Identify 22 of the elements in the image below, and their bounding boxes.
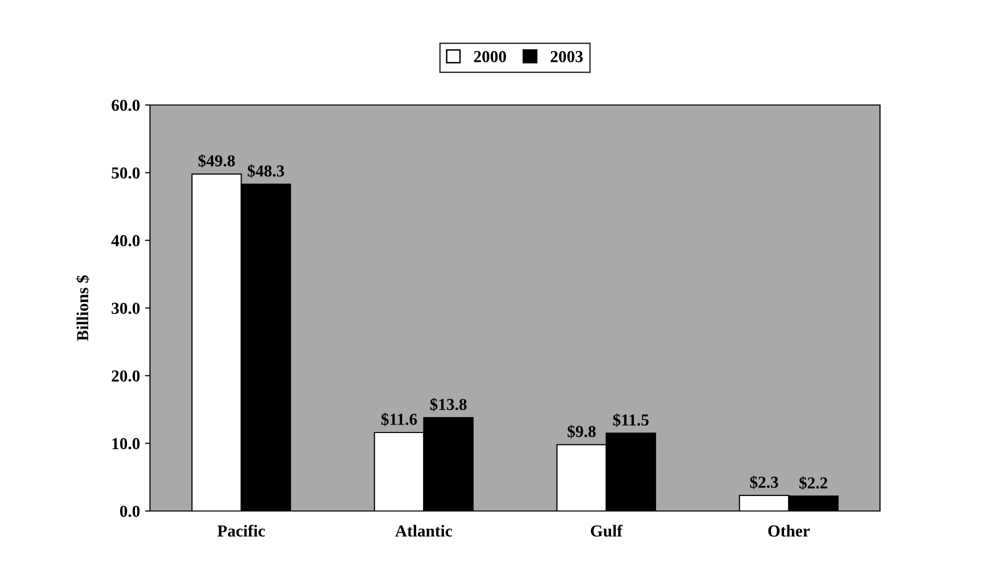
data-label: $9.8 [568, 424, 596, 438]
data-label: $48.3 [248, 164, 284, 178]
y-tick-label: 0.0 [120, 506, 140, 518]
y-tick-label: 50.0 [112, 167, 140, 179]
x-tick-label: Gulf [590, 524, 623, 537]
legend-label: 2000 [474, 51, 506, 62]
data-label: $13.8 [430, 398, 467, 412]
x-tick-label: Other [768, 524, 810, 537]
data-label: $2.2 [799, 476, 828, 490]
y-tick-label: 30.0 [112, 302, 140, 314]
x-tick-label: Atlantic [395, 524, 452, 537]
y-tick-label: 10.0 [112, 438, 140, 450]
y-tick-label: 40.0 [111, 235, 140, 246]
legend-label: 2003 [550, 51, 583, 62]
y-axis-title: Billions $ [76, 275, 90, 341]
data-label: $11.5 [613, 413, 649, 427]
x-tick-label: Pacific [217, 524, 265, 537]
data-label: $2.3 [750, 476, 778, 489]
data-label: $11.6 [381, 412, 417, 426]
y-tick-label: 20.0 [112, 370, 140, 382]
y-tick-label: 60.0 [112, 100, 140, 112]
data-label: $49.8 [198, 154, 235, 168]
